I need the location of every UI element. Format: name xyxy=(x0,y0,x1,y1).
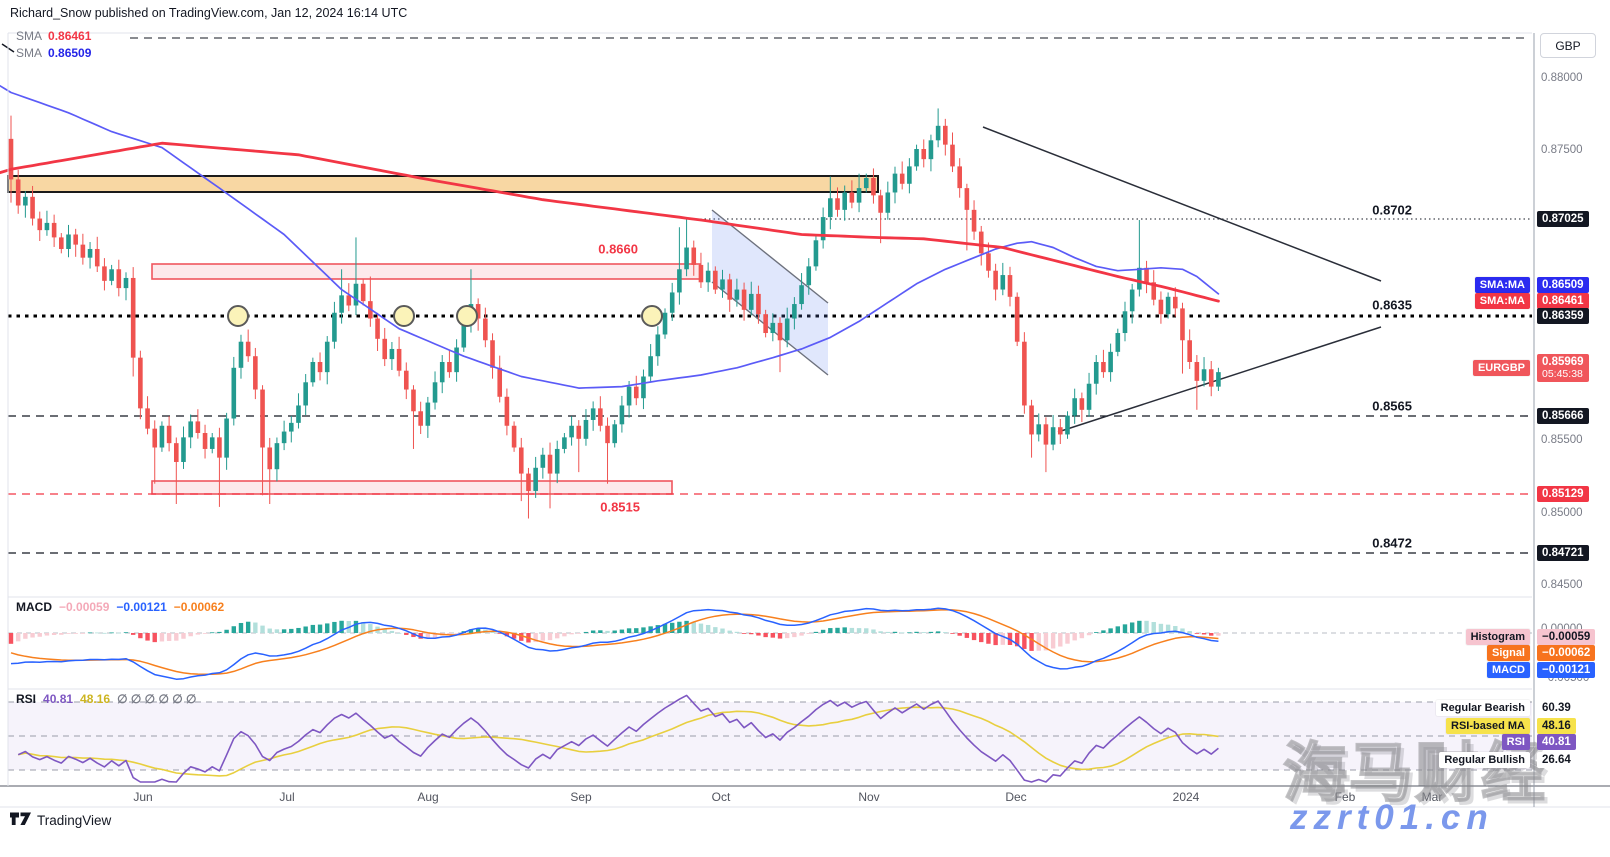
time-axis[interactable]: Jun Jul Aug Sep Oct Nov Dec 2024 Feb Mar xyxy=(0,788,1610,806)
month-label: Mar xyxy=(1421,790,1443,804)
price-level-label: 0.8635 xyxy=(1372,297,1412,313)
legend-value: SMA xyxy=(16,46,43,60)
month-label: Feb xyxy=(1334,790,1356,804)
legend-value: RSI xyxy=(16,692,37,706)
legend-value: 0.86509 xyxy=(48,46,92,60)
legend-value: −0.00121 xyxy=(116,600,167,614)
tradingview-attribution[interactable]: TradingView xyxy=(10,810,111,831)
watermark-url: zzrt01.cn xyxy=(1290,798,1494,837)
legend-value: 48.16 xyxy=(80,692,111,706)
month-label: Nov xyxy=(858,790,880,804)
month-label: Aug xyxy=(417,790,439,804)
legend-value: ∅ ∅ ∅ ∅ ∅ ∅ xyxy=(117,692,197,706)
legend-value: 0.86461 xyxy=(48,29,92,43)
macd-legend: MACD −0.00059 −0.00121 −0.00062 xyxy=(16,600,231,614)
price-level-label: 0.8515 xyxy=(600,499,640,515)
month-label: Dec xyxy=(1005,790,1027,804)
tradingview-label: TradingView xyxy=(37,813,112,828)
rsi-legend: RSI 40.81 48.16 ∅ ∅ ∅ ∅ ∅ ∅ xyxy=(16,692,203,706)
month-label: Jun xyxy=(133,790,153,804)
legend-value: −0.00059 xyxy=(59,600,110,614)
month-label: Sep xyxy=(570,790,592,804)
tradingview-logo-icon xyxy=(10,810,31,831)
legend-value: MACD xyxy=(16,600,52,614)
price-level-label: 0.8472 xyxy=(1372,535,1412,551)
publish-header: Richard_Snow published on TradingView.co… xyxy=(10,6,408,20)
price-level-label: 0.8702 xyxy=(1372,202,1412,218)
legend-value: SMA xyxy=(16,29,43,43)
currency-button[interactable]: GBP xyxy=(1540,33,1596,58)
legend-value: −0.00062 xyxy=(173,600,225,614)
legend-value: 40.81 xyxy=(43,692,74,706)
price-pane-legend: SMA 0.86461 SMA 0.86509 xyxy=(16,28,97,62)
month-label: Oct xyxy=(711,790,731,804)
price-level-label: 0.8565 xyxy=(1372,398,1412,414)
month-label: Jul xyxy=(279,790,295,804)
month-label: 2024 xyxy=(1172,790,1200,804)
price-level-label: 0.8660 xyxy=(598,241,638,257)
